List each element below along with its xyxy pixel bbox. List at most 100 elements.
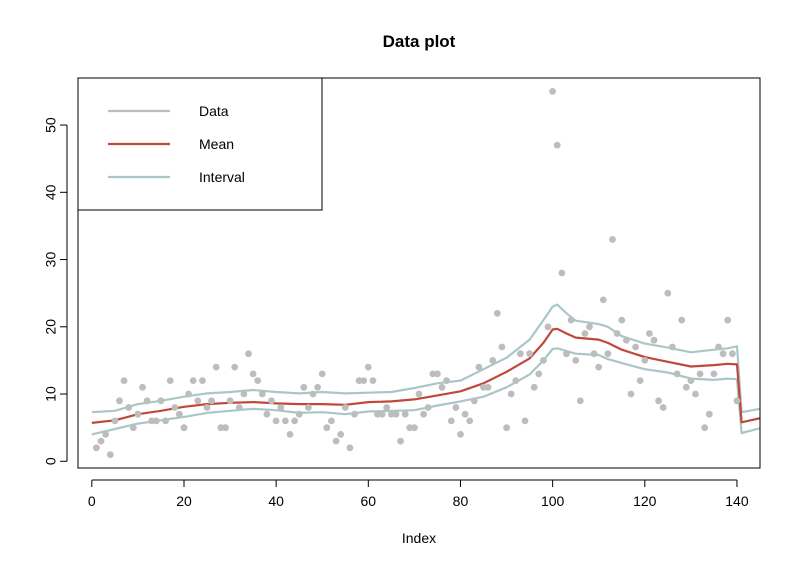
x-tick-label: 120 <box>633 493 657 509</box>
data-point <box>641 357 649 364</box>
data-point <box>489 357 497 364</box>
data-point <box>314 383 321 391</box>
data-point <box>567 316 575 324</box>
data-point <box>263 410 271 418</box>
data-point <box>139 383 146 391</box>
data-point <box>97 437 105 445</box>
data-point <box>581 330 589 337</box>
y-tick-label: 10 <box>43 386 59 402</box>
data-point <box>397 437 404 445</box>
data-point <box>199 377 206 384</box>
legend-label: Data <box>199 103 229 119</box>
x-tick-label: 60 <box>361 493 377 509</box>
data-point <box>392 410 400 418</box>
data-point <box>143 397 151 405</box>
data-point <box>586 323 593 331</box>
data-point <box>282 417 289 425</box>
data-point <box>493 309 501 317</box>
data-point <box>669 343 676 351</box>
x-tick-label: 140 <box>725 493 749 509</box>
data-point <box>332 437 340 445</box>
series-line-interval-upper <box>91 303 760 414</box>
data-point <box>346 444 354 452</box>
x-tick-label: 0 <box>88 493 96 509</box>
data-point <box>572 357 580 364</box>
data-point <box>549 88 556 95</box>
data-point <box>507 390 515 398</box>
x-tick-label: 80 <box>453 493 469 509</box>
y-tick-label: 30 <box>43 252 59 268</box>
data-point <box>576 397 584 405</box>
data-point <box>733 397 741 405</box>
data-point <box>235 404 243 411</box>
chart-title: Data plot <box>383 32 456 51</box>
data-point <box>189 377 197 384</box>
legend-label: Mean <box>199 136 234 152</box>
data-point <box>328 417 335 425</box>
data-point <box>291 417 298 425</box>
data-point <box>636 377 644 384</box>
data-point <box>240 390 248 398</box>
data-point <box>682 383 690 391</box>
data-point <box>475 363 483 371</box>
data-point <box>696 370 704 378</box>
data-point <box>517 350 524 358</box>
data-point <box>687 377 695 384</box>
y-tick-label: 40 <box>43 184 59 200</box>
data-point <box>277 404 285 411</box>
data-point <box>305 404 312 411</box>
data-point <box>701 424 709 432</box>
data-point <box>623 336 630 344</box>
data-point <box>341 404 349 411</box>
data-point <box>152 417 160 425</box>
x-tick-label: 20 <box>176 493 192 509</box>
data-point <box>692 390 699 398</box>
data-point <box>655 397 662 405</box>
data-point <box>438 383 446 391</box>
data-point <box>590 350 598 358</box>
data-point <box>272 417 280 425</box>
data-point <box>466 417 474 425</box>
data-point <box>498 343 506 351</box>
data-point <box>125 404 133 411</box>
data-point <box>323 424 331 432</box>
x-axis-label: Index <box>402 530 436 546</box>
data-point <box>434 370 441 378</box>
data-point <box>673 370 681 378</box>
data-point <box>659 404 667 411</box>
data-point <box>540 357 547 364</box>
data-point <box>604 350 612 358</box>
data-point <box>526 350 533 358</box>
y-axis: 0 10 20 30 40 50 <box>43 117 68 465</box>
data-point <box>351 410 358 418</box>
legend: Data Mean Interval <box>77 77 323 211</box>
plot-border <box>77 77 761 469</box>
data-point <box>627 390 635 398</box>
x-tick-label: 100 <box>541 493 565 509</box>
data-point <box>613 330 621 337</box>
y-tick-label: 0 <box>43 457 59 465</box>
data-point <box>300 383 308 391</box>
y-tick-label: 50 <box>43 117 59 133</box>
data-point <box>646 330 653 337</box>
data-point <box>535 370 543 378</box>
data-point <box>93 444 100 452</box>
data-point <box>470 397 478 405</box>
data-point <box>609 236 616 243</box>
data-point <box>558 269 566 277</box>
data-point <box>378 410 386 418</box>
plot-marks <box>91 88 760 458</box>
data-point <box>424 404 432 411</box>
data-point <box>664 289 672 297</box>
data-point <box>521 417 529 425</box>
data-point <box>171 404 179 411</box>
data-point <box>295 410 303 418</box>
data-point <box>231 363 239 371</box>
data-point <box>632 343 639 351</box>
data-point <box>461 410 469 418</box>
data-point <box>185 390 193 398</box>
data-point <box>457 431 464 438</box>
data-point <box>360 377 368 384</box>
data-point <box>111 417 119 425</box>
